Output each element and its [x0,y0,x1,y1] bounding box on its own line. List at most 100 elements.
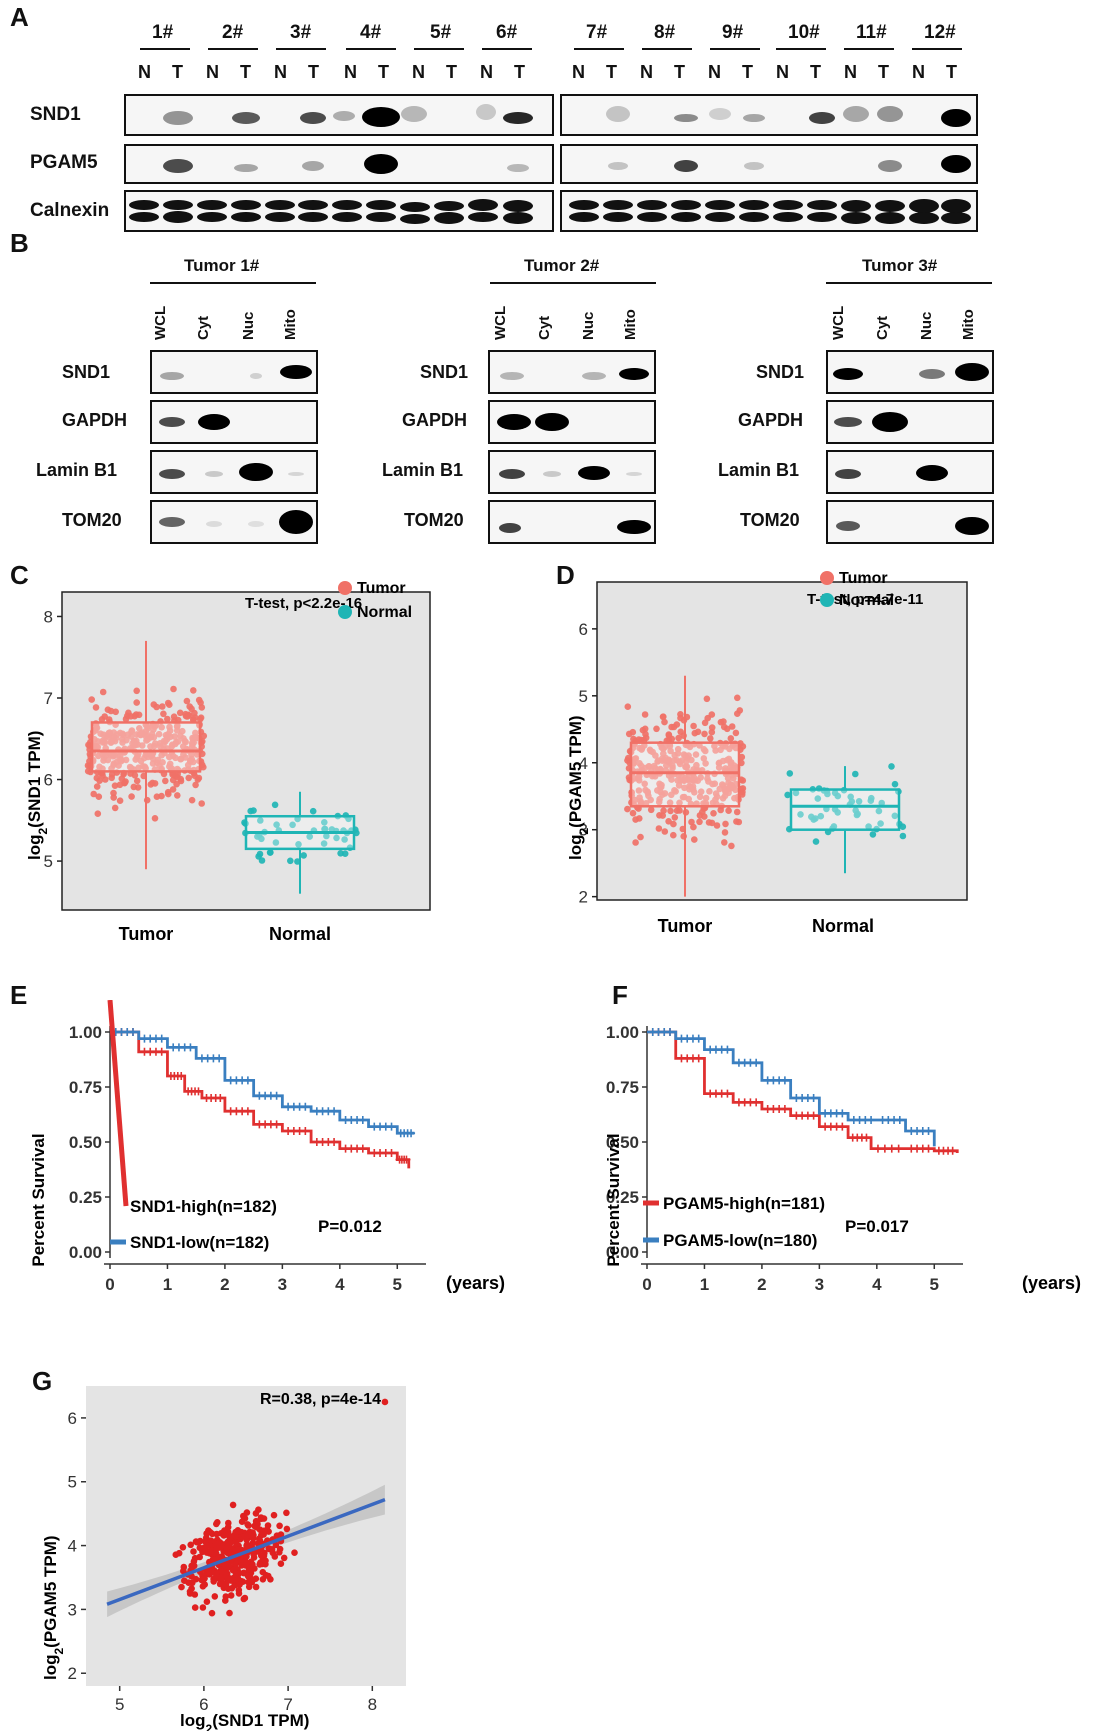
y-tick-label: 6 [579,620,588,639]
data-point [178,1583,185,1591]
lane-n: N [274,62,287,82]
y-tick-label: 0.75 [606,1078,639,1097]
data-point [707,735,714,742]
data-point [148,730,156,738]
censor-mark [880,1144,889,1153]
lane-n: N [344,62,357,82]
data-point [661,718,668,726]
data-point [692,751,700,758]
blot-bands [499,466,642,480]
protein-snd1: SND1 [420,362,469,382]
lane-t: T [514,62,525,82]
data-point [739,743,747,750]
data-point [243,1553,250,1560]
data-point [190,687,197,694]
lane-n: N [708,62,721,82]
data-point [254,833,261,840]
censor-mark [301,1102,310,1111]
censor-mark [780,1105,789,1113]
data-point [637,797,644,805]
fraction-cyt: Cyt [195,315,212,340]
fraction-nuc: Nuc [918,311,935,340]
data-point [723,725,731,733]
data-point [680,833,687,840]
data-point [726,745,733,753]
data-point [119,731,127,739]
data-point [97,730,104,737]
data-point [191,1554,199,1562]
category-label-normal: Normal [269,924,331,944]
data-point [847,793,854,801]
data-point [258,857,266,864]
x-axis-label: log2(SND1 TPM) [180,1711,309,1731]
protein-snd1: SND1 [756,362,805,382]
lane-t: T [742,62,753,82]
y-tick-label: 3 [68,1600,77,1619]
y-axis-label: log2(PGAM5 TPM) [41,1535,66,1680]
blot-bands [159,414,230,430]
lane-t: T [946,62,957,82]
censor-mark [177,1072,186,1080]
censor-mark [752,1058,761,1067]
data-point [736,707,744,714]
censor-mark [215,1054,224,1063]
blot-b1-gapdh [150,400,318,444]
data-point [642,800,650,807]
data-point [814,795,822,802]
censor-mark [157,1047,166,1056]
blot-b1-snd1 [150,350,318,394]
y-tick-label: 4 [579,754,588,773]
data-point [696,793,704,801]
lane-n: N [912,62,925,82]
data-point [128,793,135,800]
data-point [151,740,159,747]
data-point [182,738,189,746]
data-point [177,755,184,763]
data-point [110,789,117,797]
chart-f: 0.00 0.25 0.50 0.75 1.00 0 1 2 3 4 5 Percent Survi… [604,1023,1081,1294]
data-point [635,777,643,784]
data-point [162,777,169,785]
data-point [702,794,710,802]
y-tick-label: 1.00 [606,1023,639,1042]
sample-5: 5# [430,22,452,43]
data-point [665,732,673,739]
data-point [203,1598,211,1605]
x-tick-label: 3 [815,1275,824,1294]
legend-label-normal: Normal [839,592,894,609]
blot-b3-snd1 [826,350,994,394]
censor-mark [862,1133,871,1142]
data-point [287,857,294,865]
y-tick-label: 1.00 [69,1023,102,1042]
panel-label-g: G [32,1366,53,1396]
data-point [875,807,883,815]
protein-tom20: TOM20 [62,510,122,530]
data-point [180,1563,188,1571]
lane-t: T [606,62,617,82]
data-point [273,1532,281,1539]
panel-label-f: F [612,980,628,1010]
data-point [280,1554,288,1562]
data-point [257,817,264,824]
data-point [242,1560,249,1567]
data-point [256,850,264,858]
panel-label-d: D [556,560,575,590]
censor-mark [780,1076,789,1085]
data-point [830,823,838,830]
x-axis-unit: (years) [1022,1273,1081,1293]
tumor-1-title: Tumor 1# [184,256,260,275]
data-point [711,742,718,750]
data-point [716,785,723,793]
censor-mark [402,1155,411,1164]
data-point [636,815,643,822]
data-point [705,819,713,826]
legend-dot-tumor [338,581,352,595]
data-point [105,729,113,737]
sample-9: 9# [722,22,744,43]
data-point [95,752,102,760]
row-label-calnexin: Calnexin [30,200,110,221]
chart-c: 5 6 7 8 log2(SND1 TPM) T-test, p<2.2e-16 Tu… [25,580,431,944]
data-point [671,814,679,821]
data-point [203,1542,211,1550]
censor-mark [387,1149,396,1157]
